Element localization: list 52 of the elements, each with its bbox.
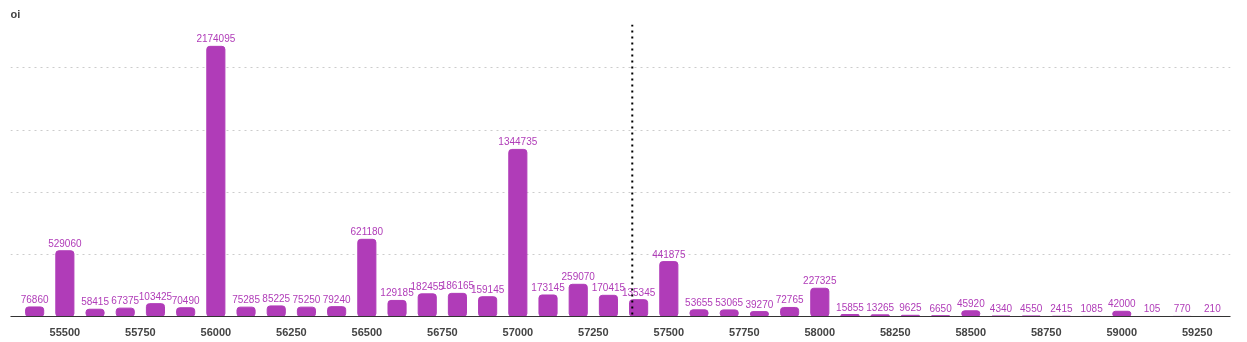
data-label: 15855 (836, 301, 865, 313)
data-label: 67375 (111, 295, 140, 307)
data-label: 4340 (989, 302, 1013, 314)
x-tick-label: 58000 (804, 325, 836, 338)
x-tick-label: 59250 (1181, 325, 1213, 338)
x-tick-label: 57500 (653, 325, 685, 338)
data-label: 42000 (1107, 298, 1137, 310)
data-label: 79240 (322, 293, 351, 305)
chart-title: oi (10, 7, 21, 20)
x-tick-label: 56500 (351, 325, 383, 338)
data-label: 1085 (1080, 303, 1104, 315)
x-tick-label: 59000 (1106, 325, 1138, 338)
data-label: 2174095 (196, 33, 236, 45)
x-tick-label: 56000 (200, 325, 232, 338)
data-label: 173145 (531, 281, 566, 293)
x-tick-label: 56250 (276, 325, 307, 338)
x-tick-label: 58250 (880, 325, 911, 338)
data-label: 53065 (715, 296, 744, 308)
data-label: 210 (1204, 303, 1222, 315)
data-label: 770 (1173, 303, 1191, 315)
data-label: 4550 (1020, 302, 1043, 314)
data-label: 9625 (899, 302, 922, 314)
data-label: 1344735 (498, 136, 538, 148)
data-label: 13265 (866, 301, 895, 313)
data-label: 53655 (685, 296, 714, 308)
data-label: 85225 (262, 292, 291, 304)
x-tick-label: 55500 (49, 325, 81, 338)
x-tick-label: 58500 (955, 325, 987, 338)
data-label: 621180 (350, 226, 384, 238)
data-label: 6650 (929, 302, 953, 314)
data-label: 72765 (775, 294, 804, 306)
data-label: 39270 (745, 298, 774, 310)
data-label: 76860 (20, 293, 49, 305)
data-label: 129185 (380, 287, 415, 299)
x-tick-label: 57000 (502, 325, 534, 338)
data-label: 58415 (81, 296, 110, 308)
data-label: 105 (1143, 303, 1161, 315)
data-label: 75285 (232, 294, 261, 306)
data-label: 103425 (138, 290, 173, 302)
data-label: 227325 (803, 275, 837, 287)
x-tick-label: 56750 (427, 325, 458, 338)
data-label: 441875 (652, 248, 686, 260)
x-tick-label: 58750 (1031, 325, 1062, 338)
data-label: 259070 (561, 271, 596, 283)
data-label: 70490 (171, 294, 200, 306)
data-label: 2415 (1050, 303, 1073, 315)
data-label: 45920 (956, 297, 986, 309)
x-tick-label: 57250 (578, 325, 609, 338)
data-label: 75250 (292, 294, 321, 306)
x-tick-label: 55750 (125, 325, 156, 338)
x-tick-label: 57750 (729, 325, 760, 338)
data-label: 529060 (48, 237, 82, 249)
